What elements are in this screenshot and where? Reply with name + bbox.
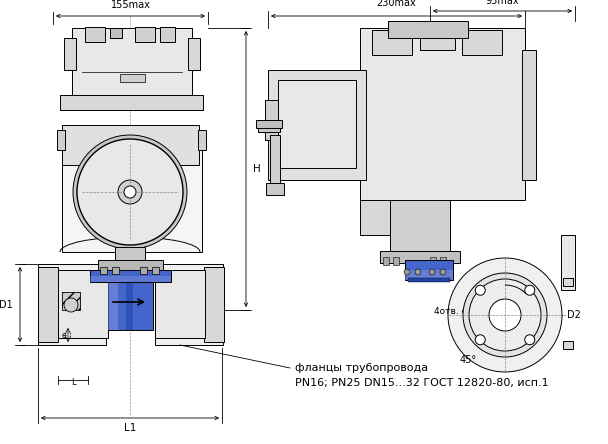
Bar (388, 21, 468, 38)
Text: D1: D1 (0, 300, 13, 309)
Text: 95max: 95max (486, 0, 519, 6)
Circle shape (475, 335, 485, 345)
Bar (561, 235, 575, 290)
Text: L: L (71, 378, 75, 387)
Circle shape (525, 335, 535, 345)
Circle shape (64, 298, 78, 312)
Circle shape (448, 258, 562, 372)
Bar (420, 30, 455, 50)
Bar (440, 257, 446, 265)
Bar (405, 260, 453, 280)
Bar (100, 267, 107, 274)
Bar (62, 148, 202, 252)
Circle shape (404, 269, 410, 275)
Bar (265, 100, 280, 140)
Bar (204, 267, 224, 342)
Bar (360, 200, 445, 235)
Bar (390, 200, 450, 255)
Bar (115, 247, 145, 265)
Text: D2: D2 (567, 310, 581, 320)
Bar (85, 27, 105, 42)
Bar (60, 95, 203, 110)
Circle shape (463, 273, 547, 357)
Text: 155max: 155max (111, 0, 150, 10)
Bar (160, 27, 175, 42)
Bar (62, 125, 199, 165)
Bar (360, 28, 525, 200)
Bar (256, 120, 282, 128)
Bar (266, 183, 284, 195)
Bar (408, 278, 450, 282)
Bar (57, 130, 65, 150)
Bar (135, 27, 155, 42)
Bar (64, 38, 76, 70)
Circle shape (73, 135, 187, 249)
Bar (108, 278, 118, 330)
Bar (380, 251, 460, 263)
Text: H: H (253, 164, 261, 174)
Bar (152, 267, 159, 274)
Bar (372, 30, 412, 55)
Bar (462, 30, 502, 55)
Circle shape (415, 269, 421, 275)
Bar (140, 267, 147, 274)
Text: 4отв. d: 4отв. d (434, 306, 467, 316)
Circle shape (475, 285, 485, 295)
Text: DN: DN (495, 337, 509, 346)
Bar (270, 135, 280, 185)
Bar (278, 80, 356, 168)
Bar (268, 70, 366, 180)
Circle shape (489, 299, 521, 331)
Bar (522, 50, 536, 180)
Bar (383, 257, 389, 265)
Bar (155, 264, 223, 345)
Text: 230max: 230max (376, 0, 416, 8)
Bar (430, 257, 436, 265)
Text: e: e (61, 330, 66, 340)
Circle shape (77, 139, 183, 245)
Circle shape (124, 186, 136, 198)
Bar (126, 278, 133, 330)
Bar (108, 278, 153, 330)
Bar (188, 38, 200, 70)
Circle shape (429, 269, 435, 275)
Bar (58, 270, 108, 338)
Circle shape (118, 180, 142, 204)
Bar (563, 341, 573, 349)
Text: PN16; PN25 DN15...32 ГОСТ 12820-80, исп.1: PN16; PN25 DN15...32 ГОСТ 12820-80, исп.… (295, 378, 548, 388)
Bar (38, 264, 106, 345)
Bar (258, 120, 280, 132)
Circle shape (440, 269, 446, 275)
Circle shape (469, 279, 541, 351)
Circle shape (525, 285, 535, 295)
Bar (198, 130, 206, 150)
Text: L1: L1 (124, 423, 136, 433)
Bar (62, 292, 80, 310)
Bar (38, 267, 58, 342)
Bar (90, 276, 171, 282)
Bar (155, 270, 205, 338)
Bar (112, 267, 119, 274)
Bar (393, 257, 399, 265)
Bar (110, 28, 122, 38)
Bar (405, 270, 453, 280)
Bar (563, 278, 573, 286)
Bar (120, 74, 145, 82)
Bar (98, 260, 163, 270)
Text: 45°: 45° (460, 355, 477, 365)
Text: фланцы трубопровода: фланцы трубопровода (295, 363, 428, 373)
Bar (72, 28, 192, 95)
Bar (90, 270, 171, 282)
